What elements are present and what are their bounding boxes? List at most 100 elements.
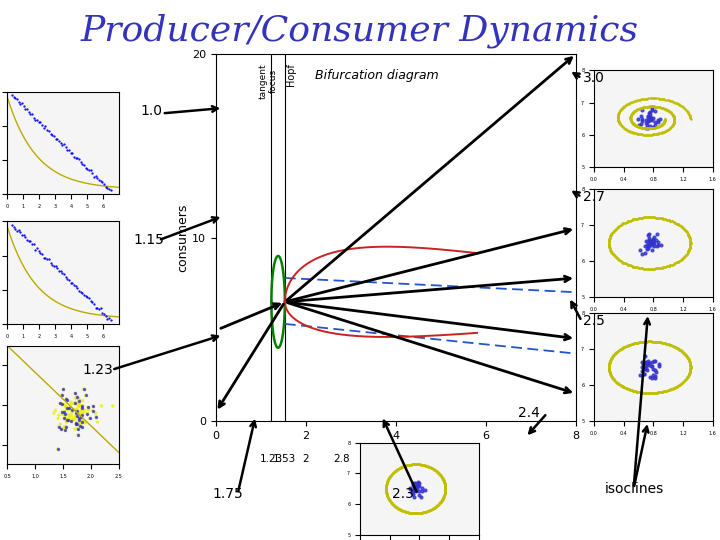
Point xyxy=(62,396,73,404)
Point xyxy=(70,394,81,403)
Point xyxy=(73,402,85,410)
Point xyxy=(413,491,425,500)
Point xyxy=(644,109,655,117)
Point xyxy=(643,240,654,249)
Point xyxy=(640,357,652,366)
Point xyxy=(68,399,80,407)
Point xyxy=(79,417,91,426)
Point xyxy=(54,399,66,408)
Point xyxy=(640,237,652,246)
Point xyxy=(73,396,85,404)
Point xyxy=(74,402,86,410)
Point xyxy=(646,237,657,246)
Point xyxy=(107,402,119,410)
Point xyxy=(72,424,84,433)
Point xyxy=(68,415,79,424)
Point xyxy=(70,412,81,421)
Point xyxy=(405,484,416,492)
Point xyxy=(647,362,658,371)
Point xyxy=(71,420,83,428)
Point xyxy=(642,231,654,240)
Point xyxy=(66,416,77,425)
Point xyxy=(59,410,71,418)
Point xyxy=(66,400,77,408)
Point xyxy=(57,410,68,418)
Point xyxy=(60,415,71,423)
Point xyxy=(409,485,420,494)
Point xyxy=(644,237,655,245)
Point xyxy=(71,419,82,428)
Point xyxy=(648,357,660,366)
Point xyxy=(642,356,654,365)
Point xyxy=(419,485,431,494)
Point xyxy=(639,248,651,257)
Point xyxy=(60,402,71,411)
Point xyxy=(649,106,661,115)
Point xyxy=(644,238,656,246)
Point xyxy=(76,401,88,410)
Point xyxy=(644,107,656,116)
Point xyxy=(650,367,662,376)
Point xyxy=(76,422,88,431)
Point xyxy=(71,393,82,401)
Point xyxy=(640,116,652,125)
Point xyxy=(639,242,651,251)
Point xyxy=(642,366,653,374)
Point xyxy=(409,485,420,494)
Point xyxy=(649,118,661,127)
Point xyxy=(76,404,88,413)
Point xyxy=(62,410,73,419)
Point xyxy=(652,242,663,251)
Point xyxy=(639,364,651,373)
Point xyxy=(654,115,666,124)
Point xyxy=(640,119,652,127)
Point xyxy=(56,400,68,409)
Point xyxy=(78,385,89,394)
Point xyxy=(75,413,86,422)
Point xyxy=(76,422,88,431)
Point xyxy=(56,400,68,409)
Point xyxy=(76,410,88,419)
Point xyxy=(60,422,72,431)
Point xyxy=(87,407,99,415)
Point xyxy=(643,235,654,244)
Point xyxy=(642,238,654,246)
Point xyxy=(55,420,66,428)
Point xyxy=(410,487,422,496)
Point xyxy=(64,411,76,420)
Point xyxy=(73,414,85,422)
Text: 2.5: 2.5 xyxy=(583,314,605,328)
Point xyxy=(53,444,64,453)
Point xyxy=(69,424,81,433)
Point xyxy=(642,124,653,132)
Point xyxy=(645,113,657,122)
Text: 1.15: 1.15 xyxy=(133,233,164,247)
Point xyxy=(633,120,644,129)
Point xyxy=(75,418,86,427)
Point xyxy=(642,113,654,122)
Point xyxy=(646,373,657,382)
Point xyxy=(62,396,73,404)
Point xyxy=(636,358,648,367)
Point xyxy=(59,426,71,434)
Text: 2: 2 xyxy=(302,454,310,464)
Point xyxy=(73,414,85,422)
Point xyxy=(413,481,424,490)
Point xyxy=(407,478,418,487)
Text: 3.0: 3.0 xyxy=(583,71,605,85)
Point xyxy=(412,478,423,487)
Point xyxy=(66,409,78,417)
Point xyxy=(416,487,428,495)
Point xyxy=(641,241,652,249)
Point xyxy=(647,364,659,373)
Point xyxy=(69,405,81,414)
Point xyxy=(410,484,421,493)
Point xyxy=(647,113,658,122)
Point xyxy=(81,409,93,418)
Point xyxy=(642,112,654,120)
Point xyxy=(80,418,91,427)
Point xyxy=(651,235,662,244)
Point xyxy=(71,408,82,417)
Point xyxy=(72,408,84,416)
Point xyxy=(83,405,94,414)
